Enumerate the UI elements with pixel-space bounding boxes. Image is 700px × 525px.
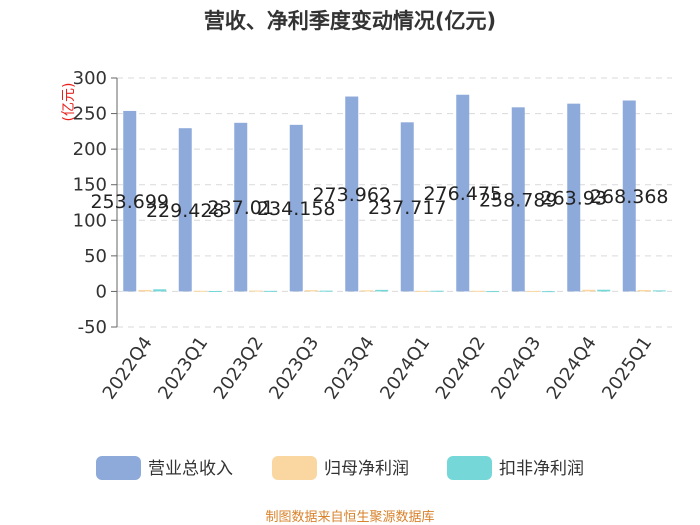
data-label: 268.368 (590, 186, 669, 208)
data-label: 276.475 (423, 183, 502, 205)
data-label: 253.699 (90, 191, 169, 213)
x-tick-label: 2022Q4 (99, 333, 157, 404)
x-tick-labels: 2022Q42023Q12023Q22023Q32023Q42024Q12024… (99, 333, 657, 404)
x-tick-label: 2024Q3 (487, 333, 545, 404)
y-axis-label: (亿元) (61, 83, 77, 122)
bar-归母净利润-2025Q1 (637, 290, 651, 292)
bar-扣非净利润-2023Q4 (375, 289, 389, 292)
x-tick-label: 2024Q4 (543, 333, 601, 404)
x-tick-label: 2023Q4 (321, 333, 379, 404)
data-label: 263.93 (541, 188, 607, 210)
bar-归母净利润-2024Q4 (582, 289, 596, 292)
bars (123, 94, 666, 293)
x-tick-label: 2024Q1 (376, 333, 434, 404)
y-tick-labels: -50 0 50 100 150 200 250 300 (73, 68, 107, 338)
x-tick-label: 2023Q1 (154, 333, 212, 404)
y-tick-label: 250 (73, 104, 107, 125)
data-labels: 253.699229.428237.01234.158273.962237.71… (90, 183, 668, 222)
y-tick-label: 0 (96, 281, 107, 302)
bar-归母净利润-2022Q4 (138, 289, 152, 292)
y-tick-label: 300 (73, 68, 107, 89)
legend-label: 归母净利润 (324, 459, 409, 479)
bar-营业总收入-2024Q4 (567, 103, 581, 292)
x-tick-label: 2023Q2 (210, 333, 268, 404)
source-note: 制图数据来自恒生聚源数据库 (265, 509, 434, 525)
y-tick-label: 200 (73, 139, 107, 160)
bar-归母净利润-2023Q2 (249, 290, 263, 292)
legend: 营业总收入 归母净利润 扣非净利润 (96, 456, 584, 480)
bar-归母净利润-2023Q1 (193, 290, 207, 292)
bar-扣非净利润-2023Q3 (319, 290, 333, 292)
bar-扣非净利润-2024Q3 (541, 291, 555, 293)
bar-营业总收入-2025Q1 (622, 100, 636, 292)
bar-扣非净利润-2025Q1 (652, 290, 666, 292)
y-tick-label: -50 (78, 317, 107, 338)
bar-营业总收入-2023Q3 (289, 124, 303, 292)
bar-营业总收入-2023Q4 (345, 96, 359, 292)
bar-营业总收入-2024Q1 (400, 122, 414, 292)
bar-扣非净利润-2022Q4 (153, 289, 167, 292)
bar-归母净利润-2024Q1 (415, 290, 429, 292)
x-tick-label: 2024Q2 (432, 333, 490, 404)
data-label: 237.717 (368, 197, 447, 219)
data-label: 234.158 (257, 198, 336, 220)
y-tick-label: 150 (73, 175, 107, 196)
data-label: 229.428 (146, 200, 225, 222)
bar-扣非净利润-2023Q1 (208, 291, 222, 293)
bar-归母净利润-2024Q2 (471, 290, 485, 292)
bar-营业总收入-2024Q3 (511, 107, 525, 292)
bar-营业总收入-2023Q1 (178, 128, 192, 292)
bar-扣非净利润-2024Q4 (597, 289, 611, 292)
data-label: 258.789 (479, 189, 558, 211)
bar-归母净利润-2023Q3 (304, 290, 318, 292)
legend-swatch (96, 456, 141, 480)
y-tick-label: 50 (84, 246, 107, 267)
bar-营业总收入-2022Q4 (123, 110, 137, 292)
chart-title: 营收、净利季度变动情况(亿元) (204, 9, 496, 33)
bar-扣非净利润-2024Q1 (430, 290, 444, 292)
bar-扣非净利润-2023Q2 (264, 290, 278, 292)
bar-营业总收入-2024Q2 (456, 94, 470, 292)
legend-label: 营业总收入 (148, 459, 233, 479)
axes (111, 77, 118, 328)
bar-归母净利润-2023Q4 (360, 290, 374, 292)
bar-扣非净利润-2024Q2 (486, 291, 500, 293)
y-tick-label: 100 (73, 210, 107, 231)
x-tick-label: 2025Q1 (598, 333, 656, 404)
bar-营业总收入-2023Q2 (234, 122, 248, 292)
legend-label: 扣非净利润 (499, 459, 584, 479)
x-tick-label: 2023Q3 (265, 333, 323, 404)
legend-swatch (272, 456, 317, 480)
bar-归母净利润-2024Q3 (526, 290, 540, 292)
data-label: 237.01 (208, 197, 274, 219)
legend-swatch (447, 456, 492, 480)
data-label: 273.962 (312, 184, 391, 206)
